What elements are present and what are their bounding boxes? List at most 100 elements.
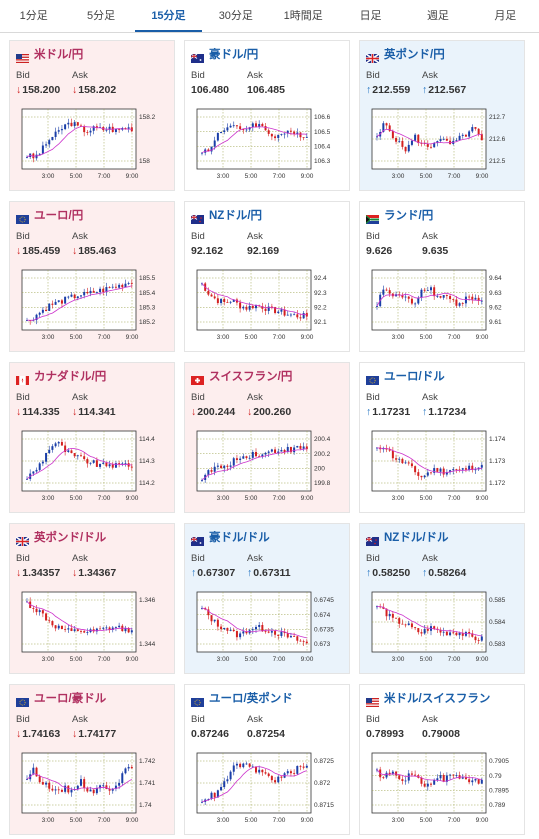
candle-body bbox=[114, 785, 117, 789]
candle-body bbox=[226, 627, 229, 631]
pair-name[interactable]: ユーロ/英ポンド bbox=[209, 693, 293, 705]
moving-average-line bbox=[26, 126, 132, 158]
down-arrow-icon: ↓ bbox=[16, 567, 22, 579]
bid-label: Bid bbox=[191, 70, 205, 81]
currency-card[interactable]: NZドル/ドル Bid Ask ↑0.58250 ↑0.58264 0.585 0.584 0… bbox=[359, 523, 525, 674]
candle-body bbox=[220, 626, 223, 630]
candlestick-chart[interactable]: 0.6745 0.674 0.6735 0.673 3:00 5:00 7:00 9:00 bbox=[193, 588, 343, 668]
candlestick-chart[interactable]: 114.4 114.3 114.2 3:00 5:00 7:00 9:00 bbox=[18, 427, 168, 507]
pair-name[interactable]: 米ドル/円 bbox=[34, 49, 84, 61]
tab-5[interactable]: 日足 bbox=[359, 10, 382, 22]
pair-name[interactable]: NZドル/ドル bbox=[384, 532, 449, 544]
x-tick-label: 5:00 bbox=[420, 173, 433, 180]
candle-body bbox=[48, 303, 51, 311]
candle-body bbox=[255, 305, 257, 309]
currency-card[interactable]: ユーロ/英ポンド Bid Ask 0.87246 0.87254 0.8725 0.872 0… bbox=[184, 684, 350, 835]
pair-name[interactable]: カナダドル/円 bbox=[34, 371, 107, 383]
candle-body bbox=[401, 623, 404, 625]
candlestick-chart[interactable]: 92.4 92.3 92.2 92.1 3:00 5:00 7:00 9:00 bbox=[193, 266, 343, 346]
candle-body bbox=[302, 766, 305, 768]
candle-body bbox=[73, 294, 76, 299]
currency-card[interactable]: 豪ドル/ドル Bid Ask ↑0.67307 ↑0.67311 0.6745 0.674 0… bbox=[184, 523, 350, 674]
candlestick-chart[interactable]: 0.8725 0.872 0.8715 3:00 5:00 7:00 9:00 bbox=[193, 749, 343, 829]
candle-body bbox=[111, 464, 114, 468]
candle-body bbox=[223, 781, 226, 788]
y-tick-label: 92.3 bbox=[314, 290, 327, 297]
candlestick-chart[interactable]: 212.7 212.6 212.5 3:00 5:00 7:00 9:00 bbox=[368, 105, 518, 185]
tab-0[interactable]: 1分足 bbox=[19, 10, 48, 22]
candlestick-chart[interactable]: 1.174 1.173 1.172 3:00 5:00 7:00 9:00 bbox=[368, 427, 518, 507]
pair-name[interactable]: 米ドル/スイスフラン bbox=[384, 693, 491, 705]
tab-1[interactable]: 5分足 bbox=[87, 10, 116, 22]
currency-card[interactable]: 米ドル/円 Bid Ask ↓158.200 ↓158.202 158.2 158 3:00 5… bbox=[9, 40, 175, 191]
chart-frame bbox=[21, 591, 137, 653]
currency-card[interactable]: 英ポンド/ドル Bid Ask ↓1.34357 ↓1.34367 1.346 1.344 3… bbox=[9, 523, 175, 674]
moving-average-line bbox=[201, 283, 307, 316]
candlestick-chart[interactable]: 9.64 9.63 9.62 9.61 3:00 5:00 7:00 9:00 bbox=[368, 266, 518, 346]
candle-body bbox=[461, 632, 464, 636]
candlestick-chart[interactable]: 0.7905 0.79 0.7895 0.789 3:00 5:00 7:00 9:00 bbox=[368, 749, 518, 829]
candlestick-chart[interactable]: 185.5 185.4 185.3 185.2 3:00 5:00 7:00 9:00 bbox=[18, 266, 168, 346]
candle-body bbox=[286, 446, 289, 453]
pair-name[interactable]: ユーロ/円 bbox=[34, 210, 84, 222]
currency-card[interactable]: ランド/円 Bid Ask 9.626 9.635 9.64 9.63 9.62 9.61 3:0… bbox=[359, 201, 525, 352]
candlestick-chart[interactable]: 0.585 0.584 0.583 3:00 5:00 7:00 9:00 bbox=[368, 588, 518, 668]
candle-body bbox=[286, 633, 289, 638]
currency-card[interactable]: 豪ドル/円 Bid Ask 106.480 106.485 106.6 106.5 106.4… bbox=[184, 40, 350, 191]
currency-card[interactable]: 英ポンド/円 Bid Ask ↑212.559 ↑212.567 212.7 212.6 21… bbox=[359, 40, 525, 191]
candlestick-chart[interactable]: 1.346 1.344 3:00 5:00 7:00 9:00 bbox=[18, 588, 168, 668]
candle-body bbox=[261, 625, 264, 632]
candle-body bbox=[395, 458, 398, 460]
candlestick-chart[interactable]: 158.2 158 3:00 5:00 7:00 9:00 bbox=[18, 105, 168, 185]
pair-name[interactable]: 英ポンド/ドル bbox=[34, 532, 107, 544]
candle-body bbox=[45, 144, 48, 146]
candlestick-chart[interactable]: 106.6 106.5 106.4 106.3 3:00 5:00 7:00 9:00 bbox=[193, 105, 343, 185]
candle-body bbox=[92, 460, 95, 463]
candle-body bbox=[229, 629, 232, 631]
currency-card[interactable]: 米ドル/スイスフラン Bid Ask 0.78993 0.79008 0.7905 0.79… bbox=[359, 684, 525, 835]
candle-body bbox=[420, 143, 423, 144]
pair-name[interactable]: ユーロ/豪ドル bbox=[34, 693, 107, 705]
candle-body bbox=[114, 129, 117, 132]
ask-value: 92.169 bbox=[247, 245, 280, 257]
pair-name[interactable]: 豪ドル/円 bbox=[209, 49, 259, 61]
candlestick-chart[interactable]: 1.742 1.741 1.74 3:00 5:00 7:00 9:00 bbox=[18, 749, 168, 829]
candle-body bbox=[255, 123, 257, 127]
currency-card[interactable]: ユーロ/豪ドル Bid Ask ↓1.74163 ↓1.74177 1.742 1.741 1… bbox=[9, 684, 175, 835]
candle-body bbox=[35, 469, 38, 472]
currency-card[interactable]: スイスフラン/円 Bid Ask ↓200.244 ↓200.260 200.4 200.2… bbox=[184, 362, 350, 513]
tab-4[interactable]: 1時間足 bbox=[283, 10, 323, 22]
currency-card[interactable]: NZドル/円 Bid Ask 92.162 92.169 92.4 92.3 92.2 92.1… bbox=[184, 201, 350, 352]
x-tick-label: 7:00 bbox=[273, 817, 286, 824]
pair-name[interactable]: 豪ドル/ドル bbox=[209, 532, 270, 544]
candle-body bbox=[388, 613, 391, 617]
bid-value: ↓1.74163 bbox=[16, 728, 61, 740]
currency-card[interactable]: ユーロ/ドル Bid Ask ↑1.17231 ↑1.17234 1.174 1.173 1.… bbox=[359, 362, 525, 513]
candle-body bbox=[385, 123, 388, 126]
candle-body bbox=[242, 129, 245, 131]
candlestick-chart[interactable]: 200.4 200.2 200 199.8 3:00 5:00 7:00 9:00 bbox=[193, 427, 343, 507]
candle-body bbox=[114, 627, 117, 628]
candle-body bbox=[264, 452, 267, 455]
pair-name[interactable]: NZドル/円 bbox=[209, 210, 263, 222]
currency-card[interactable]: ユーロ/円 Bid Ask ↓185.459 ↓185.463 185.5 185.4 185… bbox=[9, 201, 175, 352]
pair-name[interactable]: スイスフラン/円 bbox=[209, 371, 293, 383]
candle-body bbox=[223, 299, 226, 303]
moving-average-line bbox=[376, 769, 482, 782]
up-arrow-icon: ↑ bbox=[366, 567, 372, 579]
ask-label: Ask bbox=[72, 70, 88, 81]
candle-body bbox=[480, 779, 483, 784]
up-arrow-icon: ↑ bbox=[422, 406, 428, 418]
tab-7[interactable]: 月足 bbox=[494, 10, 517, 22]
pair-name[interactable]: ユーロ/ドル bbox=[384, 371, 445, 383]
tab-3[interactable]: 30分足 bbox=[218, 10, 253, 22]
pair-name[interactable]: ランド/円 bbox=[384, 210, 434, 222]
x-tick-label: 3:00 bbox=[42, 495, 55, 502]
currency-card[interactable]: カナダドル/円 Bid Ask ↓114.335 ↓114.341 114.4 114.3 1… bbox=[9, 362, 175, 513]
x-tick-label: 7:00 bbox=[448, 817, 461, 824]
candle-body bbox=[251, 629, 254, 631]
candle-body bbox=[474, 779, 477, 781]
pair-name[interactable]: 英ポンド/円 bbox=[384, 49, 445, 61]
tab-2[interactable]: 15分足 bbox=[134, 0, 203, 32]
tab-6[interactable]: 週足 bbox=[426, 10, 449, 22]
